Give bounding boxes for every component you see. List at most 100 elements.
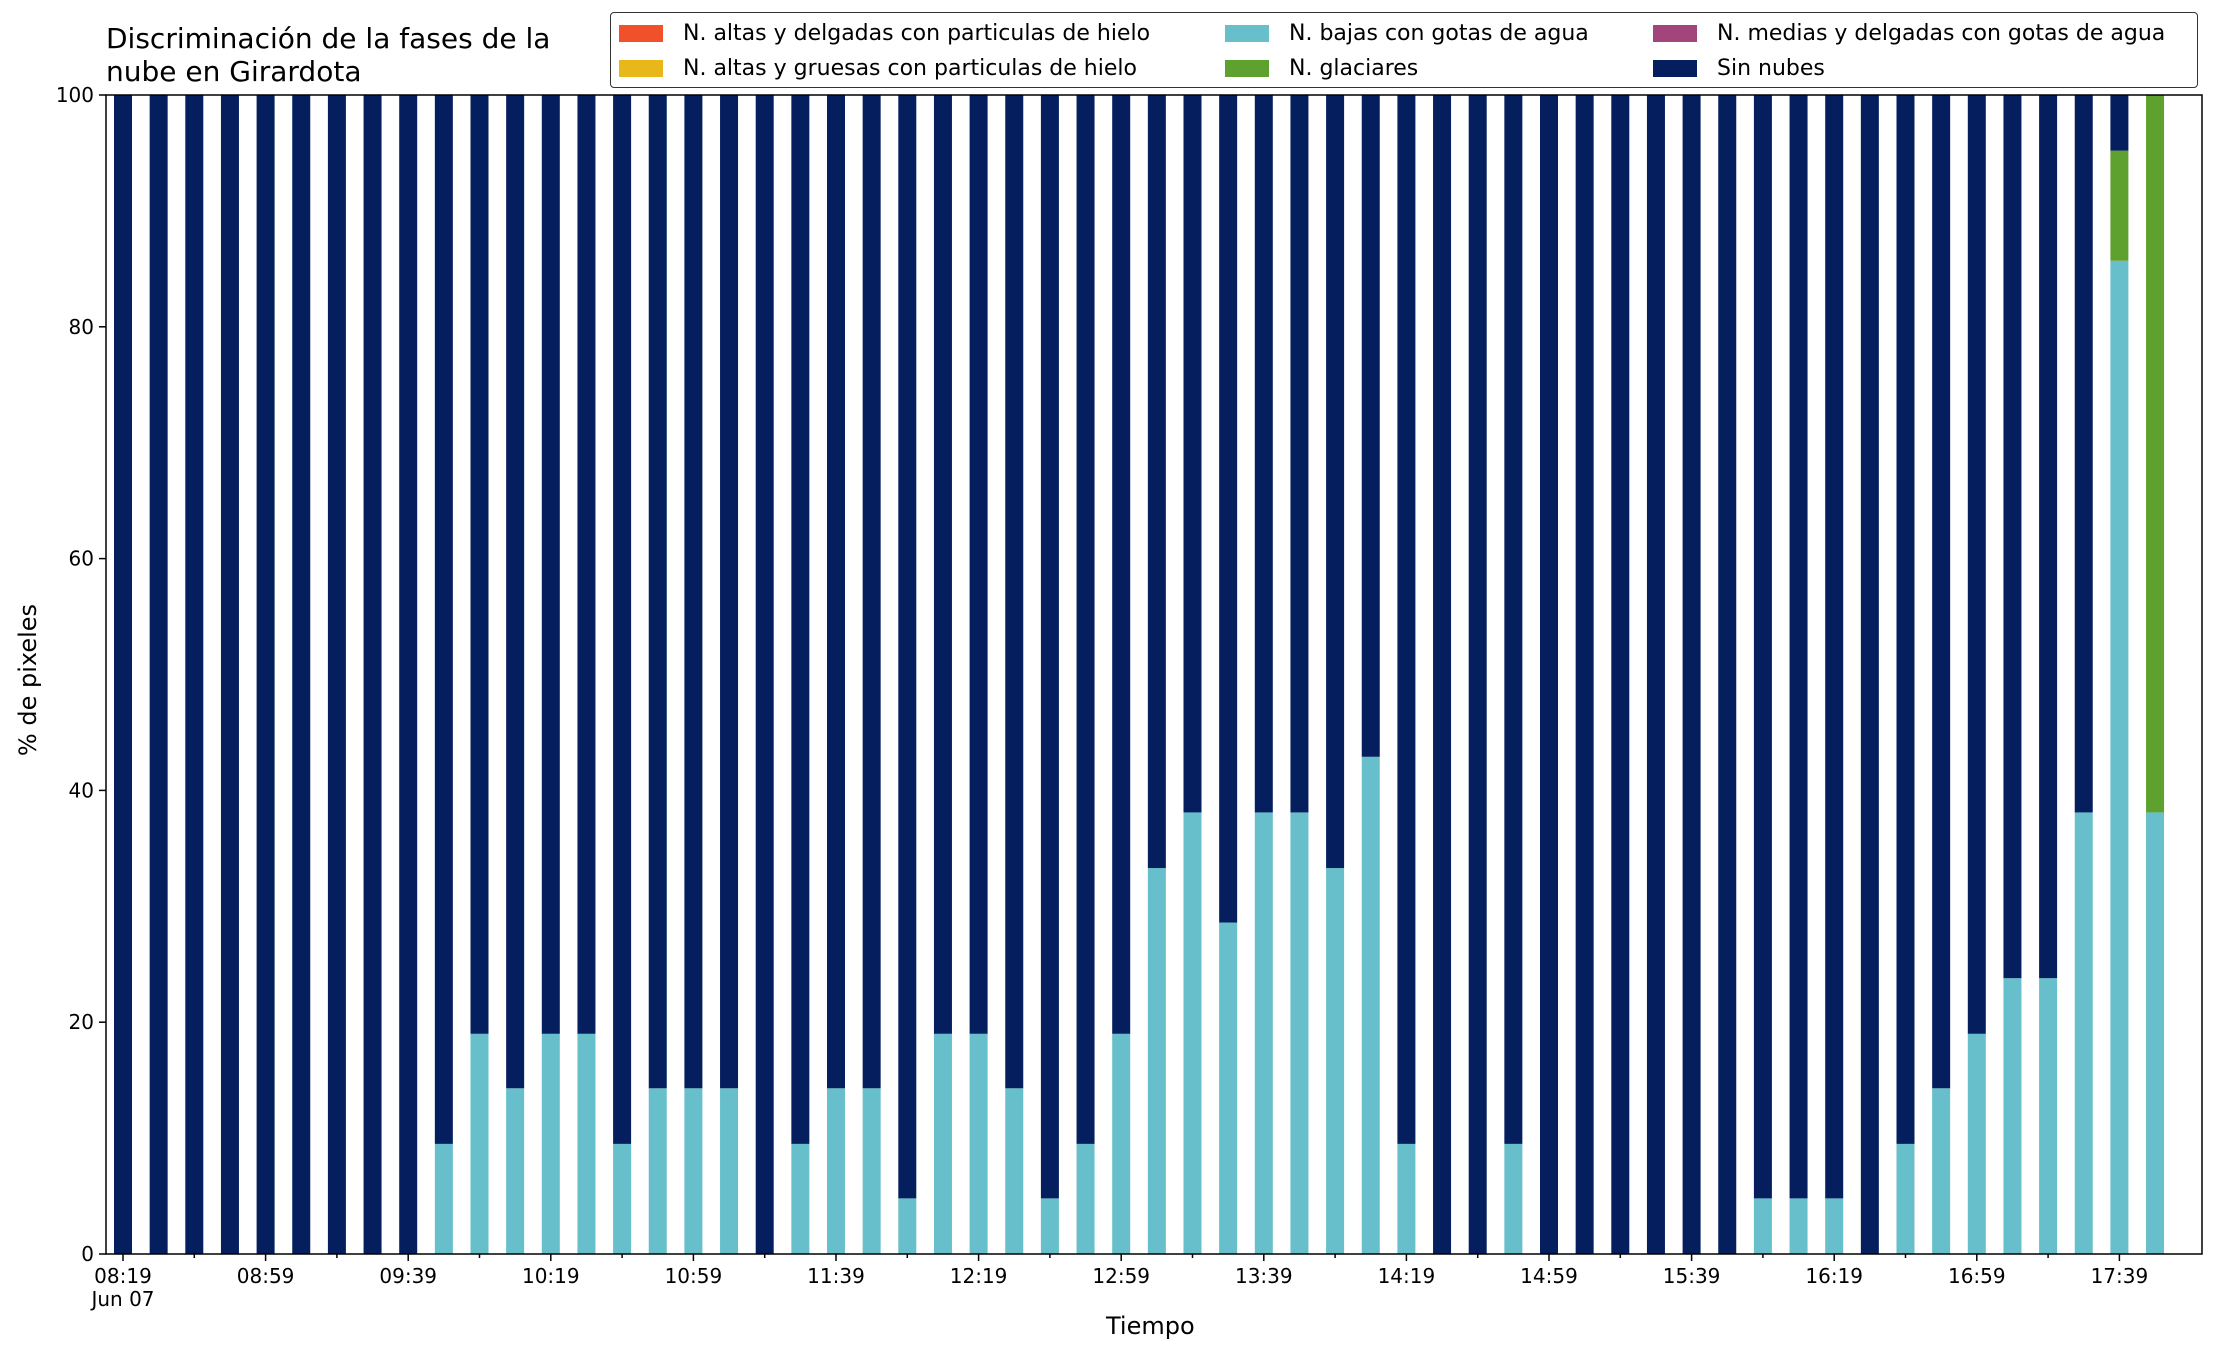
bar-segment-5-45 bbox=[1718, 95, 1737, 1254]
bar-segment-5-4 bbox=[256, 95, 275, 1254]
bar-segment-5-24 bbox=[969, 95, 988, 1034]
legend-item-medias: N. medias y delgadas con gotas de agua bbox=[1653, 21, 2165, 46]
legend-label: N. glaciares bbox=[1289, 56, 1419, 81]
legend-item-glaciares: N. glaciares bbox=[1225, 56, 1418, 81]
bar-segment-5-41 bbox=[1575, 95, 1594, 1254]
bar-segment-5-16 bbox=[684, 95, 703, 1089]
bar-segment-5-23 bbox=[933, 95, 952, 1034]
bar-segment-5-19 bbox=[791, 95, 810, 1144]
bar-segment-2-34 bbox=[1326, 868, 1345, 1254]
x-tick-label: 10:19 bbox=[522, 1264, 580, 1288]
bar-segment-2-19 bbox=[791, 1143, 810, 1254]
y-tick-label: 0 bbox=[81, 1242, 94, 1266]
y-axis-label: % de pixeles bbox=[14, 603, 42, 757]
bar-segment-3-57 bbox=[2146, 95, 2165, 813]
bar-segment-5-56 bbox=[2110, 95, 2129, 151]
x-tick-label: 12:19 bbox=[950, 1264, 1008, 1288]
bar-segment-5-38 bbox=[1468, 95, 1487, 1254]
bar-segment-5-53 bbox=[2003, 95, 2022, 979]
bar-segment-2-22 bbox=[898, 1198, 917, 1254]
bar-segment-5-11 bbox=[506, 95, 525, 1089]
x-tick-label: 12:59 bbox=[1092, 1264, 1150, 1288]
legend-label: Sin nubes bbox=[1717, 56, 1825, 81]
bar-segment-5-44 bbox=[1682, 95, 1701, 1254]
bar-segment-5-47 bbox=[1789, 95, 1808, 1199]
bar-segment-5-13 bbox=[577, 95, 596, 1034]
bar-segment-2-57 bbox=[2146, 812, 2165, 1254]
bar-segment-2-25 bbox=[1005, 1088, 1024, 1254]
bar-segment-5-49 bbox=[1860, 95, 1879, 1254]
bar-segment-2-20 bbox=[827, 1088, 845, 1254]
y-axis: 0 20 40 60 80 100 bbox=[56, 83, 106, 1266]
y-tick-label: 20 bbox=[69, 1010, 94, 1034]
bar-segment-2-16 bbox=[684, 1088, 703, 1254]
bar-segment-5-29 bbox=[1147, 95, 1166, 869]
bar-segment-5-15 bbox=[648, 95, 667, 1089]
y-tick-label: 80 bbox=[69, 315, 94, 339]
x-tick-label: 10:59 bbox=[665, 1264, 723, 1288]
x-tick-label: 15:39 bbox=[1663, 1264, 1721, 1288]
bar-segment-2-53 bbox=[2003, 978, 2022, 1254]
bar-segment-5-2 bbox=[185, 95, 204, 1254]
bar-segment-5-36 bbox=[1397, 95, 1416, 1144]
legend-swatch bbox=[1653, 25, 1697, 42]
legend-swatch bbox=[1653, 60, 1697, 77]
bar-segment-2-29 bbox=[1147, 868, 1166, 1254]
bar-segment-2-15 bbox=[648, 1088, 667, 1254]
bar-segment-2-12 bbox=[541, 1033, 560, 1254]
y-tick-label: 60 bbox=[69, 547, 94, 571]
bar-segment-2-47 bbox=[1789, 1198, 1808, 1254]
legend-swatch bbox=[1225, 60, 1269, 77]
bar-segment-5-52 bbox=[1967, 95, 1986, 1034]
bar-segment-5-9 bbox=[434, 95, 453, 1144]
bar-segment-2-23 bbox=[933, 1033, 952, 1254]
plot-area-frame bbox=[105, 94, 2203, 1255]
bar-segment-2-28 bbox=[1112, 1033, 1131, 1254]
x-axis: 08:19 Jun 07 08:59 09:39 10:19 10:59 11:39 12:1… bbox=[89, 1254, 2148, 1311]
bar-segment-2-10 bbox=[470, 1033, 489, 1254]
bar-segment-5-32 bbox=[1254, 95, 1273, 813]
bar-segment-5-42 bbox=[1611, 95, 1630, 1254]
bar-segment-5-22 bbox=[898, 95, 917, 1199]
bar-segment-5-10 bbox=[470, 95, 489, 1034]
bar-segment-5-5 bbox=[292, 95, 311, 1254]
bar-segment-5-31 bbox=[1219, 95, 1238, 923]
bar-segment-5-1 bbox=[149, 95, 168, 1254]
legend-label: N. medias y delgadas con gotas de agua bbox=[1717, 21, 2166, 46]
x-tick-label: 08:59 bbox=[237, 1264, 295, 1288]
x-tick-label: 13:39 bbox=[1235, 1264, 1293, 1288]
bar-segment-2-51 bbox=[1932, 1088, 1951, 1254]
y-tick-label: 40 bbox=[69, 778, 94, 802]
bar-segment-5-12 bbox=[541, 95, 560, 1034]
chart-legend: N. altas y delgadas con particulas de hi… bbox=[610, 12, 2198, 88]
bar-segment-5-18 bbox=[755, 95, 774, 1254]
bar-segment-5-33 bbox=[1290, 95, 1309, 813]
bar-segment-5-46 bbox=[1753, 95, 1772, 1199]
bar-segment-5-28 bbox=[1112, 95, 1131, 1034]
legend-item-altas-gruesas: N. altas y gruesas con particulas de hie… bbox=[619, 56, 1137, 81]
bars-layer bbox=[114, 95, 2165, 1254]
legend-item-bajas: N. bajas con gotas de agua bbox=[1225, 21, 1589, 46]
bar-segment-2-21 bbox=[862, 1088, 881, 1254]
bar-segment-5-21 bbox=[862, 95, 881, 1089]
bar-segment-3-56 bbox=[2110, 150, 2129, 261]
bar-segment-2-52 bbox=[1967, 1033, 1986, 1254]
bar-segment-2-24 bbox=[969, 1033, 988, 1254]
bar-segment-5-8 bbox=[399, 95, 418, 1254]
legend-item-sin-nubes: Sin nubes bbox=[1653, 56, 1825, 81]
bar-segment-2-27 bbox=[1076, 1143, 1095, 1254]
bar-segment-5-48 bbox=[1825, 95, 1844, 1199]
bar-segment-5-39 bbox=[1504, 95, 1523, 1144]
legend-label: N. bajas con gotas de agua bbox=[1289, 21, 1589, 46]
bar-segment-2-46 bbox=[1753, 1198, 1772, 1254]
bar-segment-2-33 bbox=[1290, 812, 1309, 1254]
x-tick-label: 08:19 Jun 07 bbox=[89, 1264, 154, 1311]
x-tick-label: 16:59 bbox=[1948, 1264, 2006, 1288]
bar-segment-5-3 bbox=[220, 95, 239, 1254]
bar-segment-2-13 bbox=[577, 1033, 596, 1254]
x-tick-label: 14:59 bbox=[1520, 1264, 1578, 1288]
bar-segment-5-55 bbox=[2074, 95, 2093, 813]
bar-segment-2-32 bbox=[1254, 812, 1273, 1254]
bar-segment-5-40 bbox=[1540, 95, 1558, 1254]
